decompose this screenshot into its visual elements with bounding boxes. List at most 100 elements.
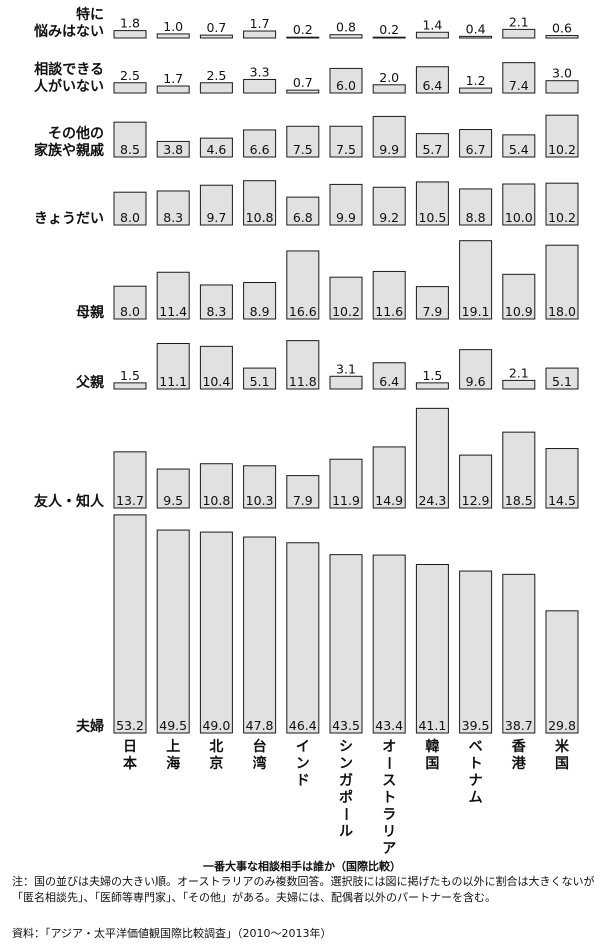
data-label: 3.8 [163, 142, 183, 157]
data-label: 18.5 [505, 493, 533, 508]
data-label: 8.5 [120, 142, 140, 157]
category-label-char: ト [382, 790, 396, 806]
bar [286, 125, 320, 158]
data-label: 2.1 [509, 14, 529, 29]
bar [286, 250, 320, 320]
bar [329, 458, 363, 509]
chart-caption-title: 一番大事な相談相手は誰か（国際比較） [203, 860, 401, 873]
row-label: 父親 [75, 374, 104, 391]
data-label: 6.8 [293, 210, 313, 225]
bar [502, 431, 536, 509]
data-label: 8.3 [206, 304, 226, 319]
bar [459, 35, 493, 39]
data-label: 0.7 [206, 20, 226, 35]
bar [372, 84, 406, 94]
category-label-char: シ [339, 739, 353, 755]
bar [113, 30, 147, 39]
row-label: 悩みはない [34, 23, 104, 40]
data-label: 3.0 [552, 66, 572, 81]
category-label-char: 香 [511, 738, 527, 755]
category-label-char: 国 [555, 756, 569, 772]
data-label: 1.5 [120, 368, 140, 383]
data-label: 0.2 [293, 22, 313, 37]
category-label-char: ナ [469, 773, 483, 789]
data-label: 10.5 [418, 210, 446, 225]
data-label: 7.9 [422, 304, 442, 319]
bar [372, 446, 406, 509]
data-label: 5.1 [250, 374, 270, 389]
category-label-char: ト [469, 756, 483, 772]
bar [329, 375, 363, 390]
data-label: 1.4 [422, 17, 442, 32]
data-label: 7.5 [336, 142, 356, 157]
data-label: 2.1 [509, 365, 529, 380]
data-label: 10.0 [505, 210, 533, 225]
bar [459, 570, 493, 734]
bar [415, 66, 449, 94]
data-label: 9.7 [206, 210, 226, 225]
data-label: 18.0 [548, 304, 576, 319]
data-label: 5.1 [552, 374, 572, 389]
row-label: 家族や親戚 [34, 142, 104, 159]
data-label: 11.6 [375, 304, 403, 319]
bar [113, 191, 147, 226]
bar [415, 31, 449, 39]
data-label: 12.9 [462, 493, 490, 508]
data-label: 3.3 [250, 64, 270, 79]
data-label: 1.5 [422, 368, 442, 383]
category-label-char: 国 [425, 756, 439, 772]
data-label: 4.6 [206, 142, 226, 157]
category-label-char: オ [382, 739, 396, 755]
data-label: 11.9 [332, 493, 360, 508]
data-label: 9.6 [466, 374, 486, 389]
bar [113, 82, 147, 94]
data-label: 10.8 [202, 493, 230, 508]
bar [199, 184, 233, 226]
bar [156, 33, 190, 39]
bar [415, 133, 449, 158]
row-label: 相談できる [34, 61, 104, 78]
bar [545, 182, 579, 226]
data-label: 7.5 [293, 142, 313, 157]
bar [199, 82, 233, 94]
row-label: 夫婦 [76, 718, 104, 735]
bar [459, 454, 493, 509]
data-label: 53.2 [116, 718, 144, 733]
bar [243, 180, 277, 226]
bar [199, 463, 233, 509]
data-label: 0.7 [293, 75, 313, 90]
bar [545, 610, 579, 734]
data-label: 7.4 [509, 78, 529, 93]
data-label: 8.8 [466, 210, 486, 225]
bar [459, 87, 493, 94]
category-label-char: ル [339, 824, 353, 840]
data-label: 9.5 [163, 493, 183, 508]
data-label: 10.2 [548, 142, 576, 157]
data-label: 29.8 [548, 718, 576, 733]
data-label: 10.4 [202, 374, 230, 389]
row-label: その他の [48, 125, 104, 142]
data-label: 2.5 [206, 68, 226, 83]
data-label: 41.1 [418, 718, 446, 733]
bar [113, 285, 147, 320]
bar [372, 362, 406, 390]
data-label: 14.5 [548, 493, 576, 508]
data-label: 8.0 [120, 210, 140, 225]
bar [156, 140, 190, 158]
data-label: 1.7 [163, 71, 183, 86]
bar [243, 78, 277, 94]
data-label: 6.7 [466, 142, 486, 157]
category-label-char: ム [469, 790, 483, 806]
bar [286, 475, 320, 509]
data-label: 5.7 [422, 142, 442, 157]
bar [372, 186, 406, 226]
bar [199, 34, 233, 39]
bar [459, 129, 493, 158]
row-label: 母親 [76, 304, 104, 321]
bar [329, 34, 363, 39]
data-label: 16.6 [289, 304, 317, 319]
category-label-char: 上 [166, 739, 180, 755]
category-label-char: ガ [339, 773, 353, 789]
category-label-char: 台 [253, 738, 267, 755]
bar [545, 244, 579, 320]
